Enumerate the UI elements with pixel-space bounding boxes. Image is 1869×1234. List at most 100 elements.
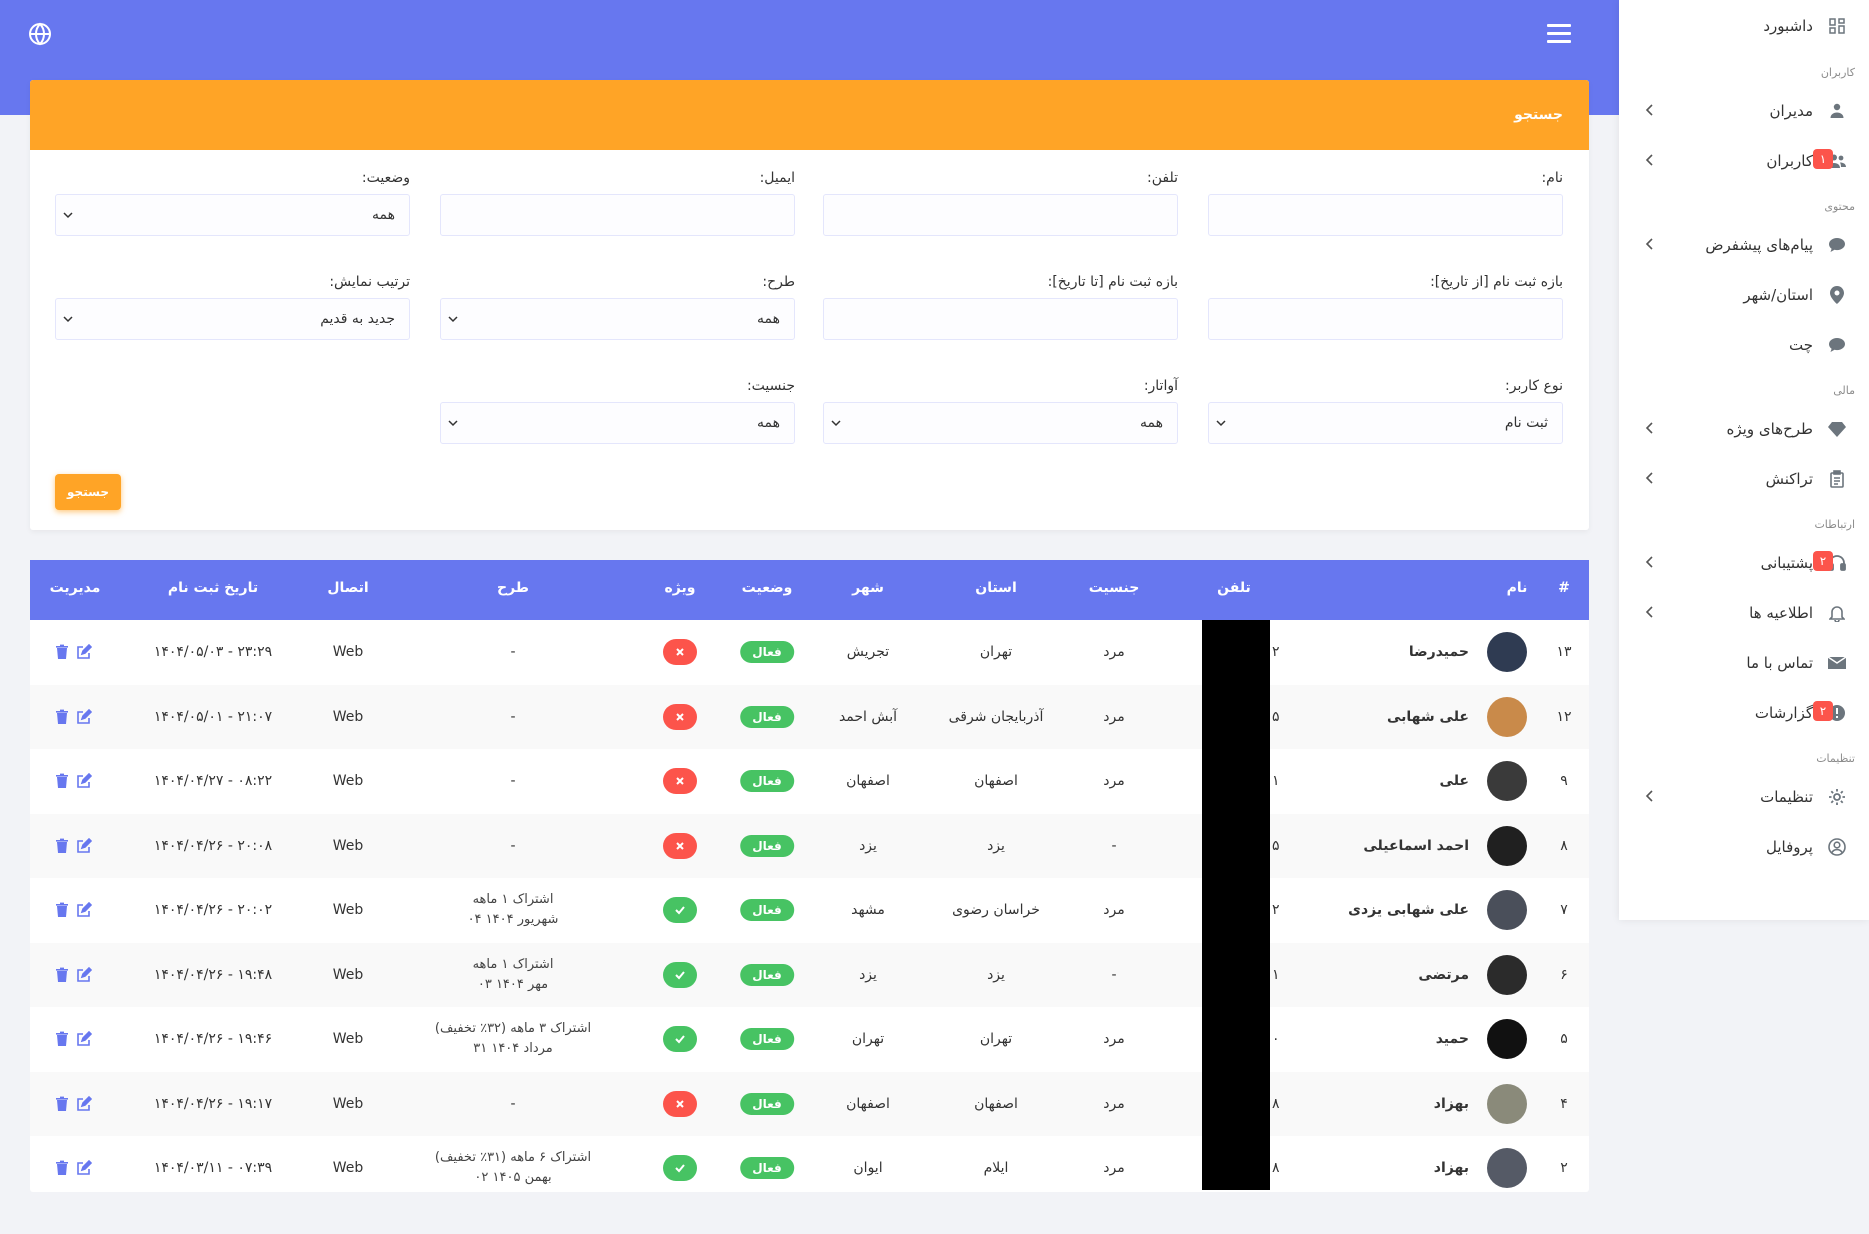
avatar[interactable] (1487, 632, 1527, 673)
user-name[interactable]: علی (1439, 773, 1469, 790)
status-badge: فعال (740, 770, 794, 793)
edit-icon[interactable] (76, 966, 92, 983)
edit-icon[interactable] (76, 902, 92, 918)
plan-cell: - (510, 1096, 515, 1112)
sidebar-item-settings[interactable]: تنظیمات (1619, 772, 1869, 822)
redacted-phone-block (1202, 620, 1270, 1190)
edit-icon[interactable] (76, 1095, 92, 1112)
plan-expiry: ۳۱ مرداد ۱۴۰۴ (473, 1041, 553, 1057)
table-row: ۲ بهزاد ۰۹ ۸ مرد ایلام ایوان فعال اشتراک… (30, 1136, 1589, 1201)
sidebar-item-admins[interactable]: مدیران (1619, 86, 1869, 136)
plan-expiry: ۰۲ بهمن ۱۴۰۵ (474, 1170, 552, 1186)
plan-expiry: ۰۳ مهر ۱۴۰۴ (477, 976, 549, 992)
dashboard-icon (1827, 16, 1847, 36)
avatar[interactable] (1487, 1148, 1527, 1189)
reg-date-cell: ۱۴۰۴/۰۵/۰۳ - ۲۳:۲۹ (153, 644, 273, 661)
reg-to-label: بازه ثبت نام [تا تاریخ]: (1047, 274, 1178, 290)
connection-cell: Web (332, 1031, 364, 1048)
trash-icon[interactable] (54, 838, 70, 854)
sidebar-section-settings: تنظیمات (1816, 752, 1855, 765)
avatar[interactable] (1487, 696, 1527, 737)
table-row: ۱۲ علی شهابی ۰۹ ۵ مرد آذربایجان شرقی آبش… (30, 684, 1589, 749)
phone-end: ۲ (1272, 644, 1280, 661)
avatar[interactable] (1487, 1019, 1527, 1060)
gender-select[interactable]: همه (440, 402, 795, 444)
support-count-badge: ۲ (1813, 551, 1833, 571)
trash-icon[interactable] (54, 902, 70, 918)
sidebar-item-users[interactable]: کاربران ۱ (1619, 136, 1869, 186)
edit-icon[interactable] (76, 708, 92, 725)
status-select[interactable]: همه (55, 194, 410, 236)
chevron-left-icon (1645, 238, 1653, 250)
email-input[interactable] (440, 194, 795, 236)
name-input[interactable] (1208, 194, 1563, 236)
user-name[interactable]: علی شهابی یزدی (1348, 902, 1469, 919)
avatar[interactable] (1487, 890, 1527, 931)
trash-icon[interactable] (54, 709, 70, 725)
user-name[interactable]: مرتضی (1418, 966, 1469, 983)
sort-select[interactable]: جدید به قدیم (55, 298, 410, 340)
avatar[interactable] (1487, 825, 1527, 866)
hamburger-icon[interactable] (1547, 24, 1571, 46)
user-type-select-value: ثبت نام (1504, 415, 1548, 431)
avatar-field-group: آواتار: همه (823, 378, 1178, 444)
sidebar-item-special-plans[interactable]: طرح‌های ویژه (1619, 404, 1869, 454)
plan-cell: اشتراک ۱ ماهه ۰۳ مهر ۱۴۰۴ (473, 955, 554, 995)
phone-input[interactable] (823, 194, 1178, 236)
edit-icon[interactable] (76, 837, 92, 854)
row-num: ۷ (1560, 902, 1568, 919)
sidebar-section-finance: مالی (1833, 384, 1855, 397)
sidebar-item-chat[interactable]: چت (1619, 320, 1869, 370)
user-name[interactable]: بهزاد (1433, 1095, 1469, 1112)
reg-to-input[interactable] (823, 298, 1178, 340)
row-num: ۱۳ (1556, 644, 1572, 661)
user-name[interactable]: بهزاد (1433, 1160, 1469, 1177)
trash-icon[interactable] (54, 1031, 70, 1047)
sidebar-item-announcements[interactable]: اطلاعیه ها (1619, 588, 1869, 638)
trash-icon[interactable] (54, 773, 70, 789)
edit-icon[interactable] (76, 773, 92, 789)
avatar-select[interactable]: همه (823, 402, 1178, 444)
header-name: نام (1506, 580, 1528, 596)
avatar[interactable] (1487, 954, 1527, 995)
edit-icon[interactable] (76, 1160, 92, 1176)
header-phone: تلفن (1217, 580, 1251, 596)
plan-select[interactable]: همه (440, 298, 795, 340)
user-name[interactable]: احمد اسماعیلی (1363, 837, 1469, 854)
sidebar-item-default-messages[interactable]: پیام‌های پیشفرض (1619, 220, 1869, 270)
avatar[interactable] (1487, 1083, 1527, 1124)
vip-badge (663, 1026, 697, 1053)
user-name[interactable]: علی شهابی (1386, 708, 1469, 725)
header-gender: جنسیت (1088, 580, 1140, 596)
reg-date-cell: ۱۴۰۴/۰۳/۱۱ - ۰۷:۳۹ (153, 1160, 273, 1177)
search-button[interactable]: جستجو (55, 474, 121, 510)
trash-icon[interactable] (54, 644, 70, 660)
gender-cell: مرد (1103, 644, 1125, 661)
avatar[interactable] (1487, 761, 1527, 802)
trash-icon[interactable] (54, 1096, 70, 1112)
user-name[interactable]: حمید (1435, 1031, 1469, 1048)
gender-cell: مرد (1103, 1031, 1125, 1048)
sidebar-item-reports[interactable]: گزارشات ۲ (1619, 688, 1869, 738)
sidebar-item-transactions[interactable]: تراکنش (1619, 454, 1869, 504)
user-name[interactable]: حمیدرضا (1408, 644, 1469, 661)
plan-name: - (510, 1095, 516, 1112)
plan-field-group: طرح: همه (440, 274, 795, 340)
province-cell: اصفهان (974, 773, 1018, 790)
sidebar-item-support[interactable]: پشتیبانی ۲ (1619, 538, 1869, 588)
vip-badge (663, 832, 697, 859)
header-plan: طرح (497, 580, 529, 596)
gender-cell: مرد (1103, 773, 1125, 790)
edit-icon[interactable] (76, 1031, 92, 1047)
trash-icon[interactable] (54, 967, 70, 983)
trash-icon[interactable] (54, 1160, 70, 1176)
sidebar-item-contact-us[interactable]: تماس با ما (1619, 638, 1869, 688)
sidebar-item-province-city[interactable]: استان/شهر (1619, 270, 1869, 320)
reg-from-input[interactable] (1208, 298, 1563, 340)
sidebar-item-profile[interactable]: پروفایل (1619, 822, 1869, 872)
edit-icon[interactable] (76, 644, 92, 660)
user-type-select[interactable]: ثبت نام (1208, 402, 1563, 444)
globe-icon[interactable] (28, 22, 52, 46)
sidebar-item-dashboard[interactable]: داشبورد (1619, 0, 1869, 52)
status-badge: فعال (740, 641, 794, 664)
